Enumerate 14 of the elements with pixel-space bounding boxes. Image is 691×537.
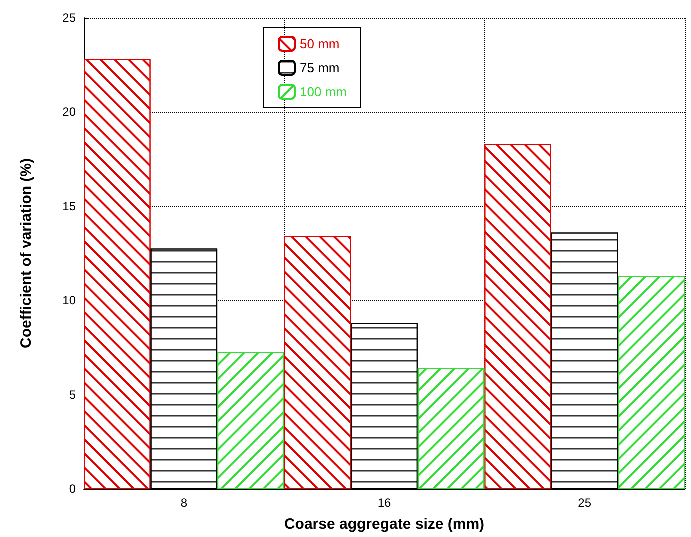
y-tick-label: 0 — [69, 482, 76, 496]
y-tick-label: 10 — [62, 294, 76, 308]
legend-label: 100 mm — [300, 84, 347, 100]
x-tick-label: 25 — [578, 496, 592, 510]
y-axis-title: Coefficient of variation (%) — [18, 158, 35, 349]
x-tick-label: 8 — [180, 496, 188, 510]
y-tick-label: 15 — [62, 199, 76, 214]
y-tick-label: 25 — [62, 11, 76, 25]
x-axis-title: Coarse aggregate size (mm) — [284, 516, 485, 533]
x-tick-label: 16 — [378, 496, 392, 510]
legend-label: 75 mm — [300, 60, 340, 76]
legend-label: 50 mm — [300, 36, 340, 52]
y-tick-label: 20 — [62, 105, 76, 120]
y-tick-label: 5 — [69, 388, 76, 402]
